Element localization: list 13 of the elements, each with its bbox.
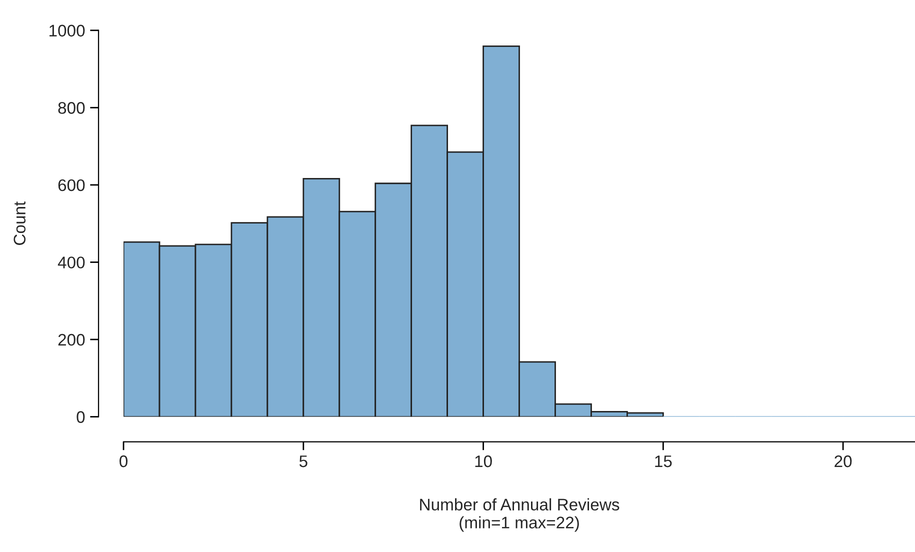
y-tick-label: 400 [58,256,85,268]
y-tick-label: 200 [58,334,85,346]
y-axis-title: Count [14,201,26,245]
x-tick-label: 0 [120,455,128,468]
x-axis-title: Number of Annual Reviews (min=1 max=22) [420,498,620,532]
x-tick-label: 10 [475,455,492,468]
x-tick-label: 5 [299,456,308,468]
y-tick-label: 600 [58,179,85,192]
y-tick-label: 800 [58,102,85,114]
x-tick-label: 15 [655,456,672,468]
x-tick-label: 20 [834,455,852,468]
y-tick-label: 0 [76,411,85,423]
y-tick-label: 1000 [50,24,85,37]
